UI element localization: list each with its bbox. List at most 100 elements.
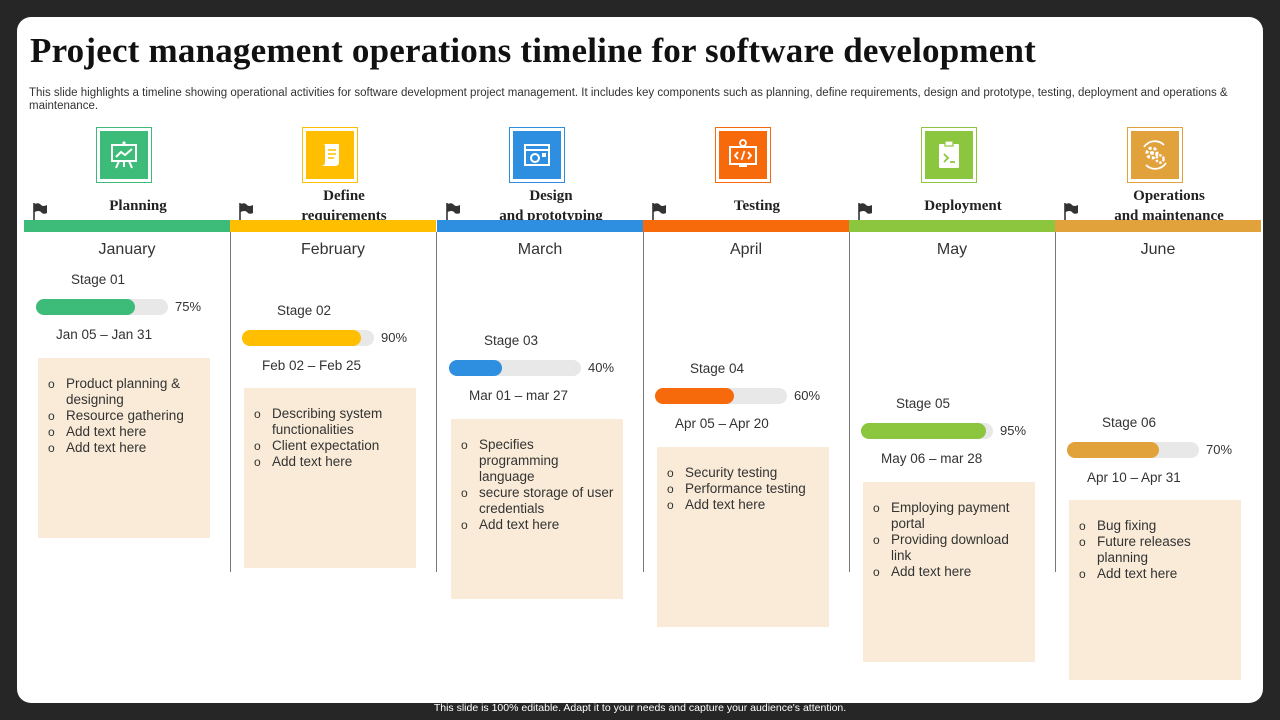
stage-icon-box [715, 127, 771, 183]
phase-color-bar [643, 220, 849, 232]
stage-label: Stage 02 [277, 303, 332, 318]
date-range: Mar 01 – mar 27 [469, 388, 569, 403]
stage-label: Stage 03 [484, 333, 539, 348]
stage-icon-box [1127, 127, 1183, 183]
phase-heading: Define requirements [301, 188, 387, 224]
progress-percent: 60% [794, 388, 821, 403]
flag-icon [651, 202, 667, 222]
code-monitor-icon [719, 131, 767, 179]
column-divider [436, 232, 437, 572]
progress-track [655, 388, 787, 404]
note-item: Add text here [459, 517, 615, 533]
month-label: April [729, 241, 762, 258]
note-item: Add text here [665, 497, 821, 513]
note-item: Add text here [46, 424, 202, 440]
stage-icon-box [921, 127, 977, 183]
date-range: Jan 05 – Jan 31 [56, 327, 153, 342]
footer-note: This slide is 100% editable. Adapt it to… [433, 702, 847, 714]
phase-color-bar [1055, 220, 1261, 232]
notes-list: Security testingPerformance testingAdd t… [665, 465, 821, 513]
note-item: Add text here [252, 454, 408, 470]
flag-icon [1063, 202, 1079, 222]
notes-box: Product planning & designingResource gat… [38, 358, 210, 538]
note-item: Client expectation [252, 438, 408, 454]
note-item: secure storage of user credentials [459, 485, 615, 517]
note-item: Performance testing [665, 481, 821, 497]
code-clipboard-icon [925, 131, 973, 179]
date-range: Apr 10 – Apr 31 [1087, 470, 1181, 485]
page-subtitle: This slide highlights a timeline showing… [29, 87, 1228, 112]
phase-heading: Planning [109, 198, 167, 214]
month-label: June [1140, 241, 1176, 258]
timeline-column: Planning January Stage 01 75% Jan 05 – J… [24, 17, 231, 703]
column-divider [643, 232, 644, 572]
column-divider [230, 232, 231, 572]
stage-label: Stage 05 [896, 396, 951, 411]
note-item: Bug fixing [1077, 518, 1233, 534]
progress-fill [861, 423, 987, 439]
progress-fill [36, 299, 135, 315]
note-item: Future releases planning [1077, 534, 1233, 566]
progress-percent: 95% [1000, 423, 1027, 438]
progress-track [1067, 442, 1199, 458]
phase-heading: Deployment [924, 198, 1002, 214]
month-label: May [936, 241, 968, 258]
phase-color-bar [437, 220, 643, 232]
notes-box: Security testingPerformance testingAdd t… [657, 447, 829, 627]
design-window-icon [513, 131, 561, 179]
document-scroll-icon [306, 131, 354, 179]
column-divider [849, 232, 850, 572]
progress-track [449, 360, 581, 376]
note-item: Add text here [1077, 566, 1233, 582]
month-label: February [300, 241, 366, 258]
flag-icon [238, 202, 254, 222]
date-range: Apr 05 – Apr 20 [675, 416, 769, 431]
progress-fill [242, 330, 361, 346]
stage-icon-box [509, 127, 565, 183]
note-item: Add text here [46, 440, 202, 456]
notes-box: Employing payment portalProviding downlo… [863, 482, 1035, 662]
progress-percent: 75% [175, 299, 202, 314]
notes-list: Employing payment portalProviding downlo… [871, 500, 1027, 580]
date-range: Feb 02 – Feb 25 [262, 358, 362, 373]
notes-box: Bug fixingFuture releases planningAdd te… [1069, 500, 1241, 680]
progress-fill [449, 360, 502, 376]
progress-percent: 40% [588, 360, 615, 375]
stage-label: Stage 01 [71, 272, 126, 287]
timeline-column: Testing April Stage 04 60% Apr 05 – Apr … [643, 17, 850, 703]
notes-list: Specifies programming languagesecure sto… [459, 437, 615, 533]
progress-fill [655, 388, 735, 404]
date-range: May 06 – mar 28 [881, 451, 983, 466]
stage-icon-box [96, 127, 152, 183]
progress-percent: 90% [381, 330, 408, 345]
timeline-column: Design and prototyping March Stage 03 40… [437, 17, 644, 703]
phase-heading: Design and prototyping [499, 188, 603, 224]
notes-list: Bug fixingFuture releases planningAdd te… [1077, 518, 1233, 582]
note-item: Resource gathering [46, 408, 202, 424]
timeline-column: Define requirements February Stage 02 90… [230, 17, 437, 703]
notes-list: Product planning & designingResource gat… [46, 376, 202, 456]
flag-icon [445, 202, 461, 222]
gears-cycle-icon [1131, 131, 1179, 179]
month-label: March [517, 241, 563, 258]
note-item: Describing system functionalities [252, 406, 408, 438]
notes-box: Describing system functionalitiesClient … [244, 388, 416, 568]
progress-track [242, 330, 374, 346]
stage-icon-box [302, 127, 358, 183]
column-divider [1055, 232, 1056, 572]
stage-label: Stage 06 [1102, 415, 1157, 430]
flag-icon [32, 202, 48, 222]
note-item: Specifies programming language [459, 437, 615, 485]
note-item: Add text here [871, 564, 1027, 580]
notes-box: Specifies programming languagesecure sto… [451, 419, 623, 599]
note-item: Employing payment portal [871, 500, 1027, 532]
presentation-board-icon [100, 131, 148, 179]
phase-heading: Operations and maintenance [1114, 188, 1224, 224]
slide: Project management operations timeline f… [17, 17, 1263, 703]
phase-color-bar [24, 220, 230, 232]
progress-track [861, 423, 993, 439]
note-item: Security testing [665, 465, 821, 481]
note-item: Product planning & designing [46, 376, 202, 408]
flag-icon [857, 202, 873, 222]
progress-fill [1067, 442, 1160, 458]
